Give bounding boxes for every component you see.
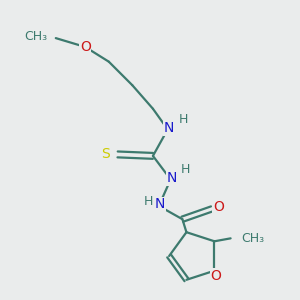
Text: N: N (166, 171, 177, 185)
Text: N: N (164, 121, 174, 135)
Text: S: S (101, 147, 110, 161)
Text: CH₃: CH₃ (24, 30, 47, 43)
Text: O: O (80, 40, 91, 54)
Text: O: O (213, 200, 224, 214)
Text: H: H (178, 112, 188, 126)
Text: O: O (210, 269, 221, 283)
Text: CH₃: CH₃ (241, 232, 264, 245)
Text: N: N (154, 197, 165, 212)
Text: H: H (181, 163, 190, 176)
Text: H: H (144, 195, 153, 208)
